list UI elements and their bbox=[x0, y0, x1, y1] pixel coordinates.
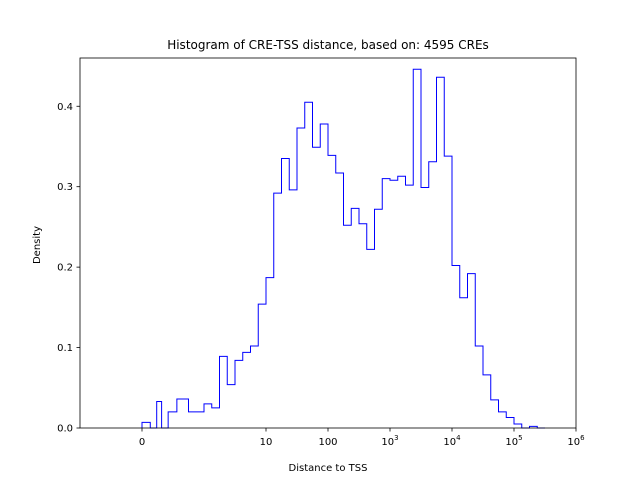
histogram-series bbox=[141, 68, 545, 429]
x-tick-label: 10 bbox=[260, 437, 273, 448]
plot-frame bbox=[79, 57, 577, 429]
x-axis-label: Distance to TSS bbox=[289, 463, 368, 474]
x-tick-label: 0 bbox=[139, 437, 145, 448]
plot-area bbox=[141, 68, 545, 429]
x-tick-label: 100 bbox=[318, 437, 337, 448]
y-tick-label: 0.3 bbox=[57, 182, 73, 193]
y-tick-label: 0.2 bbox=[57, 263, 73, 274]
y-tick-label: 0.1 bbox=[57, 343, 73, 354]
y-axis-label: Density bbox=[32, 226, 43, 264]
y-tick-label: 0.4 bbox=[57, 102, 73, 113]
y-tick-label: 0.0 bbox=[57, 424, 73, 435]
y-axis: 0.0 0.1 0.2 0.3 0.4 bbox=[57, 102, 80, 435]
chart-title: Histogram of CRE-TSS distance, based on:… bbox=[167, 38, 489, 52]
